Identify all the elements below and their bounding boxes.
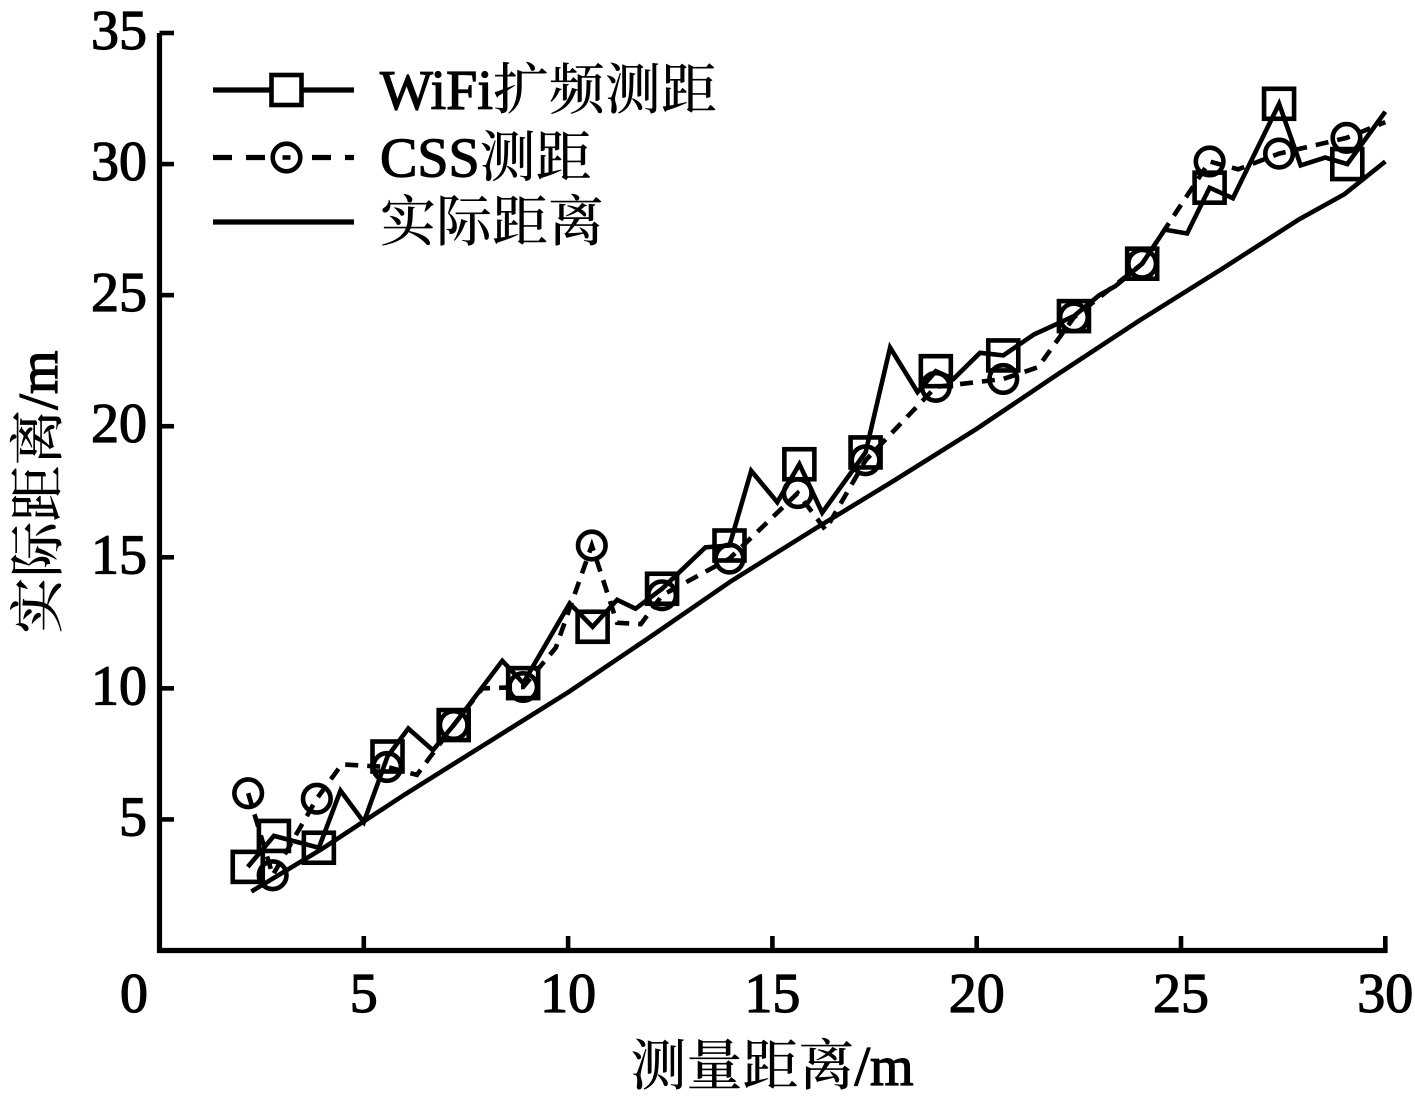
square-marker: [1261, 86, 1297, 122]
cjk-char: [382, 193, 434, 246]
circle-marker: [256, 859, 289, 892]
y-tick-label: 30: [91, 131, 147, 193]
y-tick-label: 15: [91, 524, 147, 586]
cjk-char: [801, 1037, 852, 1090]
circle-marker: [1262, 137, 1296, 170]
circle-marker: [300, 782, 333, 815]
data-series: [230, 86, 1388, 894]
cjk-char: [537, 130, 591, 181]
axes: [156, 30, 1388, 954]
legend-label-0: WiFi: [379, 59, 716, 123]
series-line-1: [245, 119, 1387, 882]
legend-item-0: WiFi: [213, 59, 716, 123]
circle-marker: [232, 777, 265, 810]
cjk-char: [606, 62, 659, 114]
circle-marker: [781, 476, 814, 510]
circle-marker: [1193, 145, 1226, 178]
cjk-char: [10, 523, 62, 574]
circle-marker: [1126, 247, 1159, 280]
x-tick-label: 0: [120, 963, 148, 1025]
square-marker: [1330, 146, 1365, 182]
x-axis-title: /m: [632, 1035, 914, 1099]
label-text: WiFi: [380, 60, 493, 122]
circle-marker: [849, 444, 882, 477]
cjk-char: [9, 579, 62, 632]
square-marker: [575, 609, 610, 645]
square-marker: [301, 830, 337, 866]
circle-marker: [575, 529, 608, 562]
legend-label-1: CSS: [379, 127, 591, 190]
cjk-char: [494, 61, 547, 114]
cjk-char: [493, 195, 547, 245]
y-tick-label: 35: [91, 0, 147, 62]
y-tick-label: 10: [91, 655, 147, 717]
cjk-char: [550, 193, 602, 246]
x-tick-label: 15: [744, 963, 800, 1025]
y-tick-label: 5: [119, 786, 147, 848]
circle-marker: [1057, 301, 1091, 334]
square-marker: [918, 353, 954, 389]
series-line-2: [250, 159, 1387, 894]
circle-marker: [919, 370, 952, 403]
label-text: CSS: [380, 128, 480, 190]
square-marker: [848, 435, 883, 470]
x-tick-label: 10: [540, 963, 596, 1025]
square-marker: [985, 338, 1021, 373]
x-tick-label: 25: [1153, 963, 1209, 1025]
label-text: /m: [8, 350, 70, 409]
x-tick-label: 30: [1357, 963, 1413, 1025]
y-tick-label: 20: [91, 393, 147, 455]
series-line-0: [246, 97, 1388, 869]
circle-marker: [507, 670, 540, 704]
cjk-char: [9, 412, 62, 463]
circle-marker: [370, 750, 404, 784]
axis-labels: 5 10 15 20 25 30 35 0 5 10 15 20 25 30/m/m: [7, 0, 1414, 1099]
y-tick-label: 25: [91, 262, 147, 324]
cjk-char: [481, 129, 534, 182]
legend-item-1: CSS: [213, 127, 591, 190]
circle-marker: [987, 362, 1020, 396]
cjk-char: [11, 467, 61, 520]
cjk-char: [632, 1038, 684, 1090]
cjk-char: [440, 194, 491, 246]
x-tick-label: 20: [949, 963, 1005, 1025]
y-axis-title-text: /m: [7, 350, 71, 632]
cjk-char: [550, 62, 604, 115]
label-text: /m: [854, 1036, 913, 1098]
legend-label-2: [382, 193, 602, 246]
cjk-char: [689, 1038, 741, 1089]
legend-square-marker: [269, 72, 304, 108]
x-tick-label: 5: [350, 963, 378, 1025]
cjk-char: [662, 63, 716, 113]
square-marker: [370, 739, 405, 774]
circle-marker: [437, 708, 470, 742]
circle-marker: [645, 579, 679, 612]
legend-item-2: [213, 193, 602, 246]
cjk-char: [744, 1039, 797, 1089]
circle-marker: [713, 542, 746, 575]
circle-marker: [1330, 121, 1363, 154]
y-axis-title: /m: [7, 350, 71, 632]
